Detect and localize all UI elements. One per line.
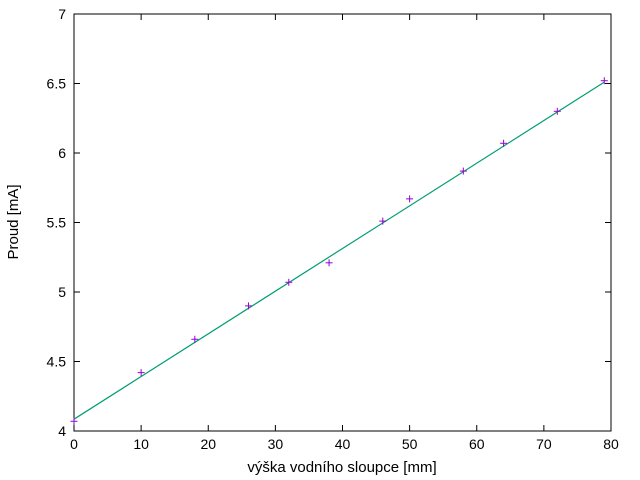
data-point <box>553 107 561 115</box>
x-tick-label: 40 <box>335 436 351 452</box>
x-axis-title: výška vodního sloupce [mm] <box>247 459 436 476</box>
data-point <box>379 217 387 225</box>
x-tick-label: 70 <box>536 436 552 452</box>
data-point <box>285 278 293 286</box>
x-tick-label: 10 <box>133 436 149 452</box>
data-point <box>459 167 467 175</box>
x-tick-label: 60 <box>469 436 485 452</box>
y-tick-label: 5.5 <box>47 215 67 231</box>
data-point <box>191 335 199 343</box>
fit-line <box>73 81 605 420</box>
x-tick-label: 20 <box>200 436 216 452</box>
x-tick-label: 80 <box>603 436 619 452</box>
x-tick-label: 50 <box>402 436 418 452</box>
y-tick-label: 7 <box>58 6 66 22</box>
series-layer <box>70 77 608 425</box>
y-tick-label: 4 <box>58 423 66 439</box>
x-tick-label: 0 <box>70 436 78 452</box>
data-point <box>70 417 78 425</box>
data-point <box>600 77 608 85</box>
axis-tick-labels: 0 10 20 30 40 50 60 70 80 4 4.5 5 5.5 6 6.5 7 <box>47 6 619 452</box>
axis-ticks <box>73 13 612 432</box>
y-tick-label: 5 <box>58 284 66 300</box>
y-axis-title: Proud [mA] <box>5 184 22 259</box>
data-point <box>325 259 333 267</box>
data-point <box>500 139 508 147</box>
data-point <box>137 369 145 377</box>
data-point <box>245 302 253 310</box>
data-point <box>406 195 414 203</box>
y-tick-label: 4.5 <box>47 354 67 370</box>
y-tick-label: 6 <box>58 145 66 161</box>
y-tick-label: 6.5 <box>47 76 67 92</box>
x-tick-label: 30 <box>268 436 284 452</box>
